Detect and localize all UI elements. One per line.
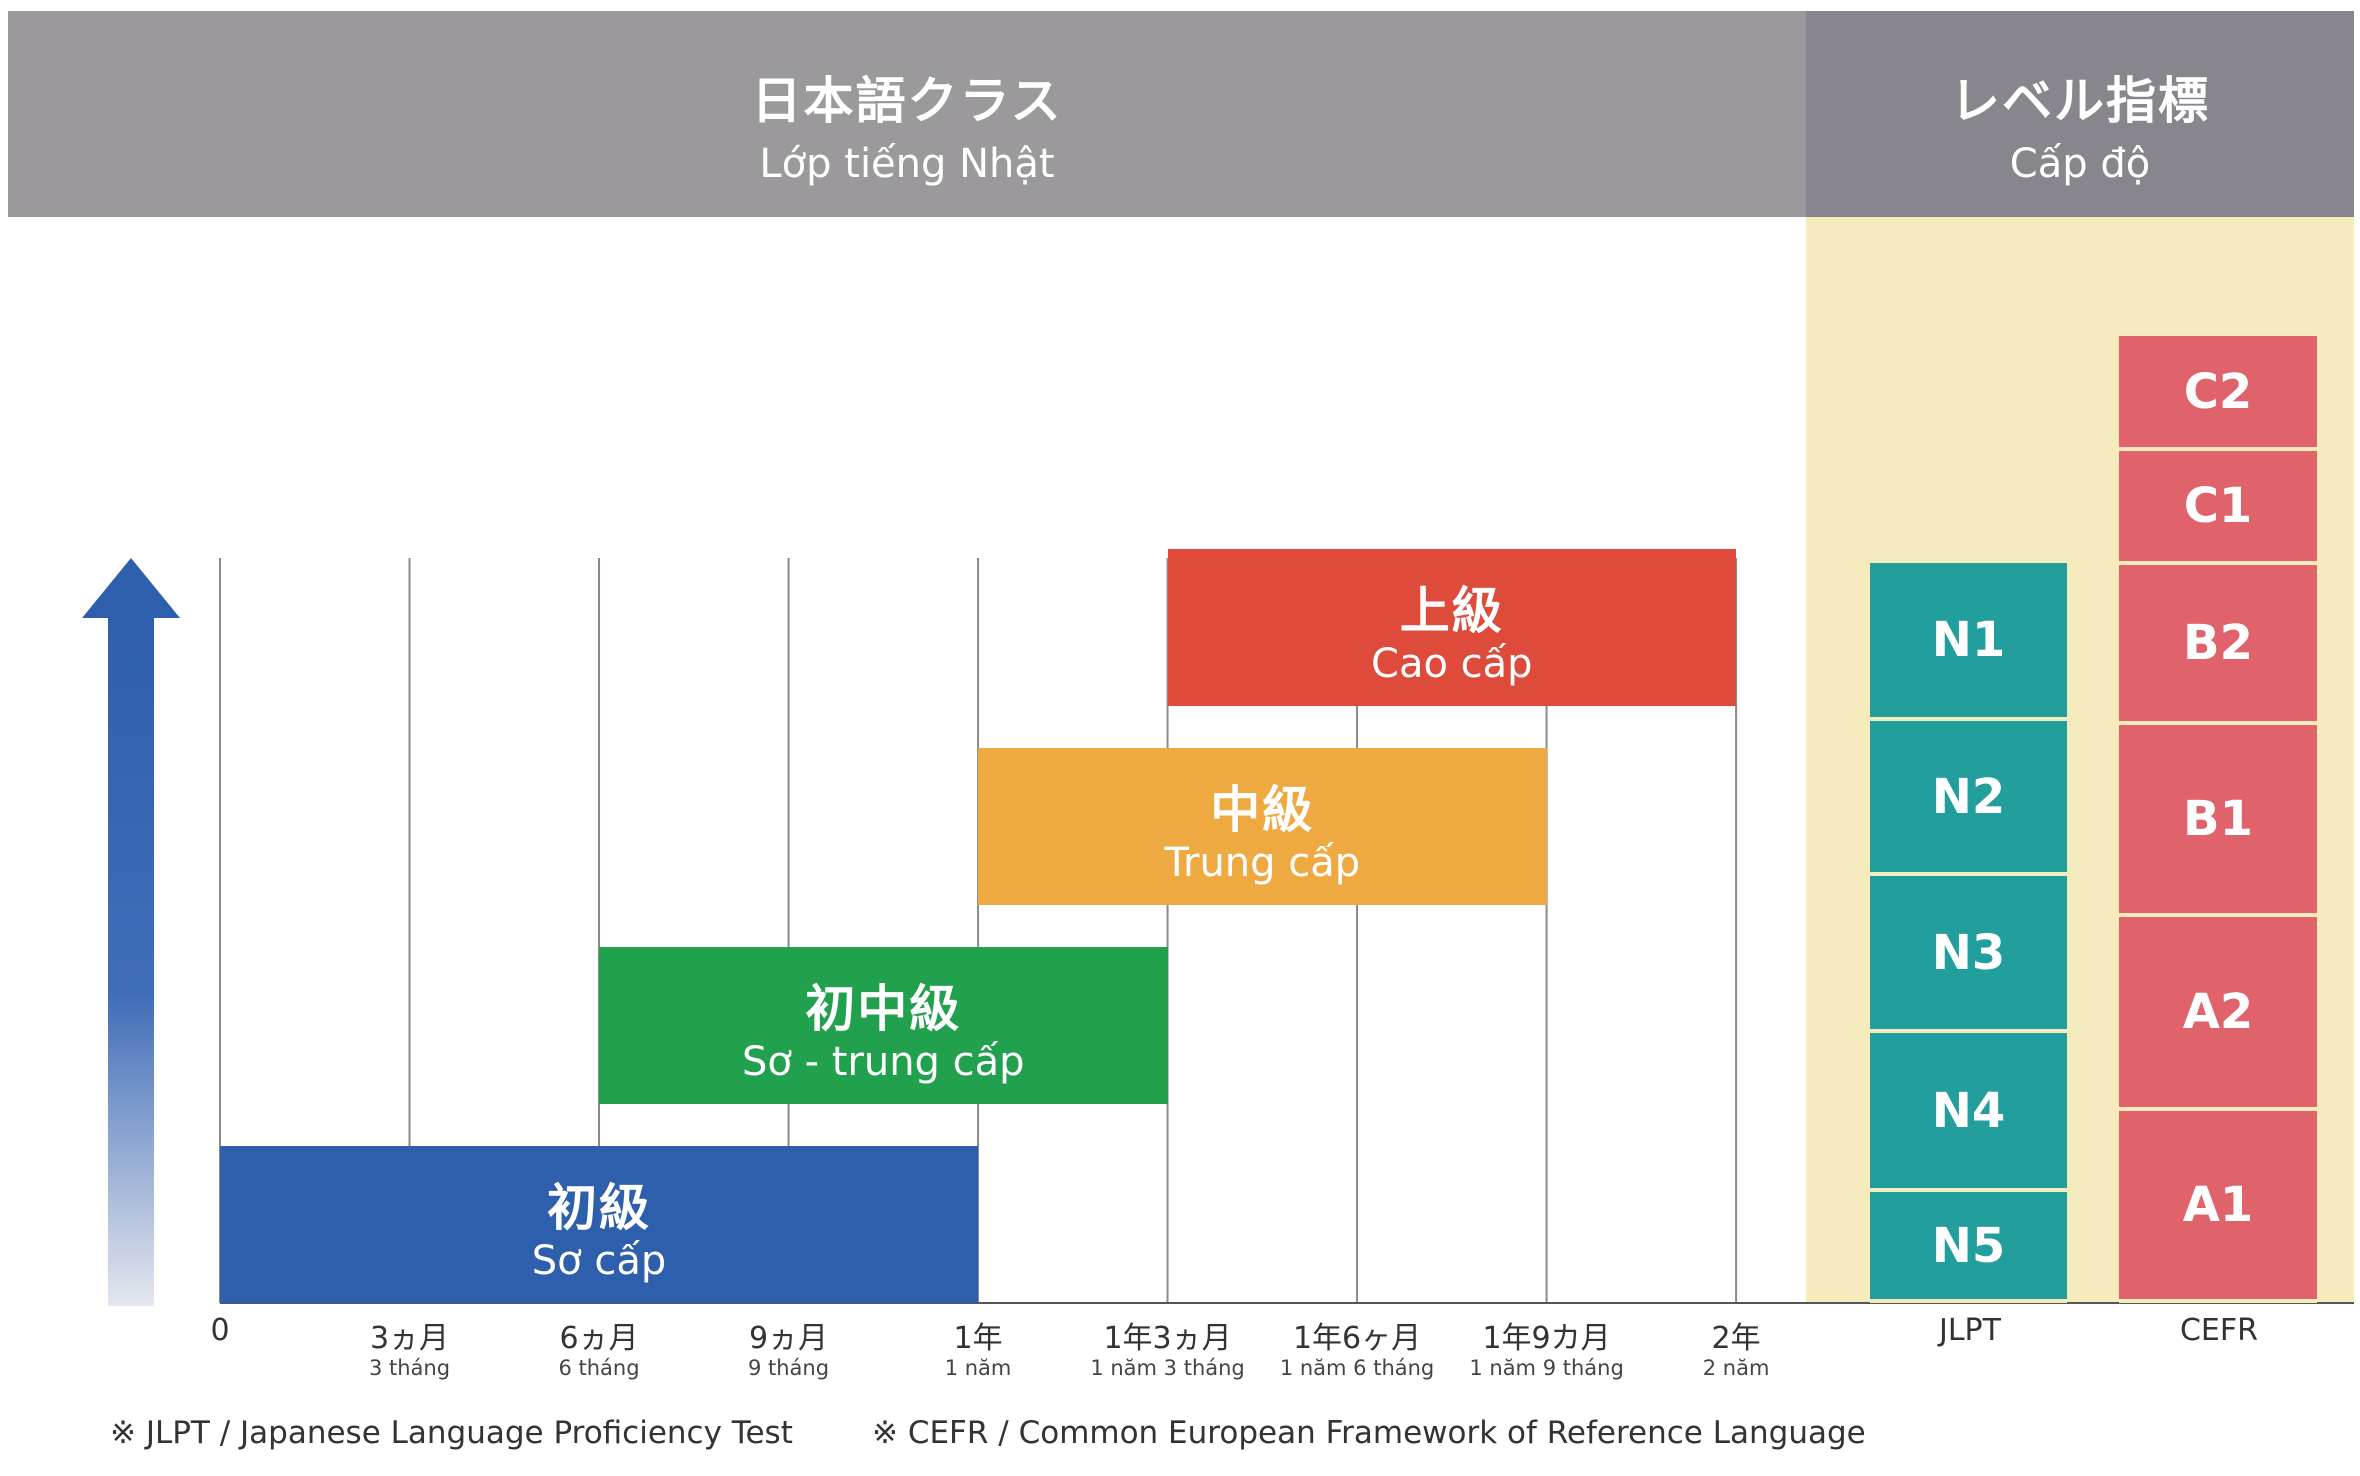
level-title-jp: レベル指標 [1950,72,2210,130]
tick-label: 0 [210,1313,230,1348]
cefr-level-block: B1 [2119,725,2317,917]
cefr-note: ※ CEFR / Common European Framework of Re… [872,1415,1866,1451]
tick-sublabel: 9 tháng [747,1356,830,1380]
tick-label: 9ヵ月 [748,1321,829,1356]
tick-sublabel: 2 năm [1702,1356,1770,1380]
course-name-vn: Cao cấp [1371,641,1533,687]
course-name-jp: 初中級 [805,980,962,1038]
tick-label: 3ヵ月 [369,1321,450,1356]
tick-sublabel: 3 tháng [368,1356,451,1380]
tick-label: 1年3ヵ月 [1103,1321,1232,1356]
jlpt-level-block: N4 [1870,1033,2067,1192]
tick-sublabel: 1 năm [944,1356,1012,1380]
tick-label: 1年6ヶ月 [1292,1321,1422,1356]
class-title-vn: Lớp tiếng Nhật [759,141,1055,187]
tick-sublabel: 6 tháng [558,1356,640,1380]
tick-label: 2年 [1711,1321,1761,1356]
jlpt-level-block: N5 [1870,1192,2067,1303]
tick-sublabel: 1 năm 6 tháng [1279,1356,1435,1380]
jlpt-level-block: N2 [1870,721,2067,876]
level-header: レベル指標 Cấp độ [1806,11,2354,217]
cefr-level-block: C2 [2119,336,2317,451]
course-bar: 初級 Sơ cấp [220,1146,979,1303]
course-name-vn: Trung cấp [1164,840,1361,886]
course-name-vn: Sơ cấp [531,1238,667,1284]
cefr-level-block: A1 [2119,1111,2317,1303]
up-arrow-icon [82,558,180,1306]
tick-label: 1年 [953,1321,1003,1356]
jlpt-note: ※ JLPT / Japanese Language Proficiency T… [110,1415,793,1451]
cefr-level-block: C1 [2119,451,2317,565]
cefr-level-block: A2 [2119,917,2317,1111]
jlpt-column-label: JLPT [1939,1313,2001,1348]
tick-sublabel: 1 năm 9 tháng [1469,1356,1624,1380]
cefr-column-label: CEFR [2179,1313,2258,1348]
course-name-jp: 初級 [547,1179,652,1237]
course-bar: 中級 Trung cấp [978,748,1547,905]
course-bar: 上級 Cao cấp [1167,549,1737,706]
course-name-jp: 中級 [1210,781,1315,839]
course-name-vn: Sơ - trung cấp [741,1039,1025,1085]
course-bar: 初中級 Sơ - trung cấp [599,947,1168,1104]
class-title-jp: 日本語クラス [751,72,1063,130]
tick-label: 1年9カ月 [1482,1321,1611,1356]
cefr-level-block: B2 [2119,565,2317,725]
level-title-vn: Cấp độ [2009,141,2151,187]
jlpt-level-block: N1 [1870,563,2067,721]
tick-label: 6ヵ月 [559,1321,639,1356]
class-header: 日本語クラス Lớp tiếng Nhật [8,11,1806,217]
course-name-jp: 上級 [1399,582,1504,640]
jlpt-level-block: N3 [1870,876,2067,1033]
tick-sublabel: 1 năm 3 tháng [1090,1356,1245,1380]
